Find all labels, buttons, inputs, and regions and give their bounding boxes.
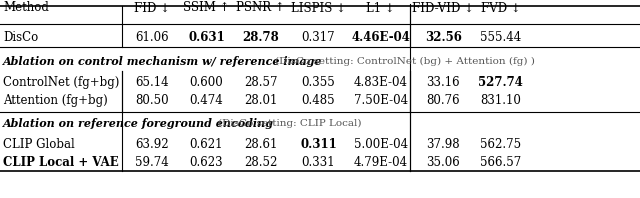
Text: 4.83E-04: 4.83E-04 <box>354 76 408 89</box>
Text: 0.485: 0.485 <box>301 94 335 107</box>
Text: 37.98: 37.98 <box>426 138 460 151</box>
Text: 0.621: 0.621 <box>189 138 223 151</box>
Text: FVD ↓: FVD ↓ <box>481 1 521 14</box>
Text: 65.14: 65.14 <box>135 76 169 89</box>
Text: 61.06: 61.06 <box>135 31 169 44</box>
Text: PSNR ↑: PSNR ↑ <box>236 1 285 14</box>
Text: L1 ↓: L1 ↓ <box>367 1 395 14</box>
Text: CLIP Global: CLIP Global <box>3 138 75 151</box>
Text: 0.623: 0.623 <box>189 156 223 169</box>
Text: 5.00E-04: 5.00E-04 <box>354 138 408 151</box>
Text: 28.61: 28.61 <box>244 138 278 151</box>
Text: (DisCo setting: ControlNet (bg) + Attention (fg) ): (DisCo setting: ControlNet (bg) + Attent… <box>275 57 535 67</box>
Text: 0.355: 0.355 <box>301 76 335 89</box>
Text: 63.92: 63.92 <box>135 138 169 151</box>
Text: 831.10: 831.10 <box>481 94 521 107</box>
Text: 80.76: 80.76 <box>426 94 460 107</box>
Text: 0.474: 0.474 <box>189 94 223 107</box>
Text: DisCo: DisCo <box>3 31 38 44</box>
Text: Attention (fg+bg): Attention (fg+bg) <box>3 94 108 107</box>
Text: 562.75: 562.75 <box>480 138 522 151</box>
Text: 7.50E-04: 7.50E-04 <box>354 94 408 107</box>
Text: 28.01: 28.01 <box>244 94 278 107</box>
Text: 59.74: 59.74 <box>135 156 169 169</box>
Text: 0.311: 0.311 <box>300 138 337 151</box>
Text: 0.600: 0.600 <box>189 76 223 89</box>
Text: Ablation on control mechanism w/ reference image: Ablation on control mechanism w/ referen… <box>3 56 323 68</box>
Text: FID ↓: FID ↓ <box>134 1 170 14</box>
Text: 555.44: 555.44 <box>480 31 522 44</box>
Text: 80.50: 80.50 <box>135 94 169 107</box>
Text: (DisCo setting: CLIP Local): (DisCo setting: CLIP Local) <box>218 119 361 129</box>
Text: 0.631: 0.631 <box>188 31 225 44</box>
Text: ControlNet (fg+bg): ControlNet (fg+bg) <box>3 76 120 89</box>
Text: FID-VID ↓: FID-VID ↓ <box>412 1 474 14</box>
Text: 32.56: 32.56 <box>425 31 461 44</box>
Text: 28.57: 28.57 <box>244 76 278 89</box>
Text: 28.78: 28.78 <box>243 31 279 44</box>
Text: Method: Method <box>3 1 49 14</box>
Text: 566.57: 566.57 <box>480 156 522 169</box>
Text: 0.331: 0.331 <box>301 156 335 169</box>
Text: LISPIS ↓: LISPIS ↓ <box>291 1 346 14</box>
Text: 35.06: 35.06 <box>426 156 460 169</box>
Text: 33.16: 33.16 <box>426 76 460 89</box>
Text: CLIP Local + VAE: CLIP Local + VAE <box>3 156 119 169</box>
Text: 28.52: 28.52 <box>244 156 278 169</box>
Text: 0.317: 0.317 <box>301 31 335 44</box>
Text: 527.74: 527.74 <box>478 76 524 89</box>
Text: 4.46E-04: 4.46E-04 <box>351 31 410 44</box>
Text: SSIM ↑: SSIM ↑ <box>183 1 230 14</box>
Text: Ablation on reference foreground encoding: Ablation on reference foreground encodin… <box>3 118 274 129</box>
Text: 4.79E-04: 4.79E-04 <box>354 156 408 169</box>
